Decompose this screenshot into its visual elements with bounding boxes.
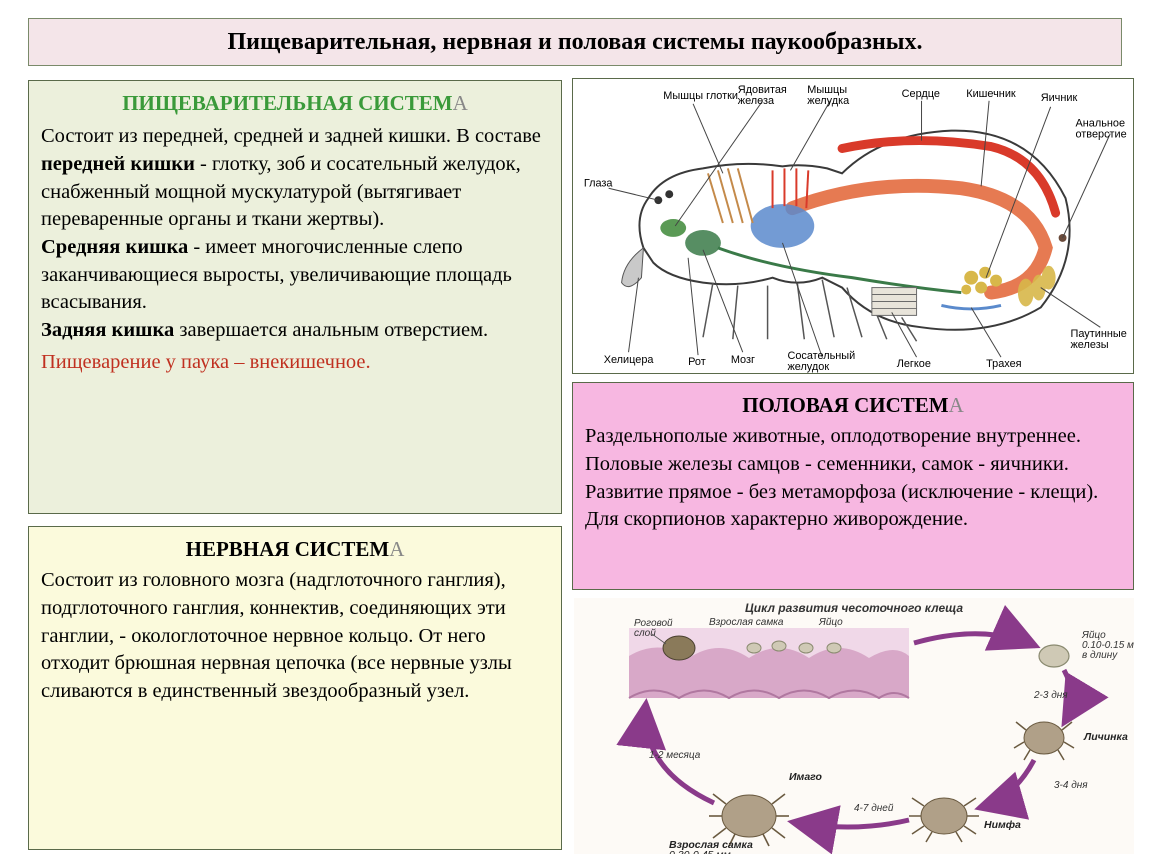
digestive-p2a: Средняя кишка <box>41 236 188 258</box>
digestive-heading-main: ПИЩЕВАРИТЕЛЬНАЯ СИСТЕМ <box>122 91 452 115</box>
label-adult-female: Взрослая самка <box>709 617 784 628</box>
label-intestine: Кишечник <box>966 88 1016 100</box>
repro-heading-main: ПОЛОВАЯ СИСТЕМ <box>742 393 948 417</box>
nymph-shape <box>909 798 979 842</box>
digestive-p3a: Задняя кишка <box>41 319 174 341</box>
label-egg-size: Яйцо0.10-0.15 ммв длину <box>1081 630 1134 661</box>
label-stomach-muscles: Мышцыжелудка <box>807 84 850 107</box>
poison-gland-shape <box>660 219 686 237</box>
label-silk: Паутинныежелезы <box>1071 328 1127 351</box>
title-text: Пищеварительная, нервная и половая систе… <box>227 29 922 56</box>
label-pharynx-muscles: Мышцы глотки <box>663 90 738 102</box>
digestive-heading-tail: А <box>453 91 468 115</box>
label-anus: Анальноеотверстие <box>1075 118 1126 141</box>
label-mouth: Рот <box>688 356 706 368</box>
anatomy-diagram: Глаза Мышцы глотки Ядовитаяжелеза Мышцыж… <box>572 78 1134 374</box>
larva-shape <box>1014 722 1074 760</box>
nervous-heading-tail: А <box>389 537 404 561</box>
stomach-shape <box>751 204 815 248</box>
label-sucking: Сосательныйжелудок <box>787 350 855 373</box>
digestive-heading: ПИЩЕВАРИТЕЛЬНАЯ СИСТЕМА <box>41 89 549 117</box>
heart-vessel <box>842 141 1056 214</box>
digestive-p3b: завершается анальным отверстием. <box>174 319 488 341</box>
digestive-p3: Задняя кишка завершается анальным отверс… <box>41 317 549 345</box>
trachea-shape <box>941 305 1001 308</box>
dur-2: 3-4 дня <box>1054 780 1088 791</box>
label-ovary: Яичник <box>1041 92 1078 104</box>
chelicera-shape <box>622 248 644 287</box>
repro-box: ПОЛОВАЯ СИСТЕМА Раздельнополые животные,… <box>572 382 1134 590</box>
repro-heading: ПОЛОВАЯ СИСТЕМА <box>585 391 1121 419</box>
label-nymph: Нимфа <box>984 819 1021 831</box>
label-egg-top: Яйцо <box>818 617 843 628</box>
intestine-shape <box>792 186 1045 293</box>
label-imago: Имаго <box>789 771 823 783</box>
pharynx-muscles-shape <box>708 168 753 223</box>
label-lung: Легкое <box>897 358 931 370</box>
lifecycle-title: Цикл развития чесоточного клеща <box>745 601 963 615</box>
nervous-heading-main: НЕРВНАЯ СИСТЕМ <box>186 537 390 561</box>
digestive-p1a: Состоит из передней, средней и задней ки… <box>41 125 541 147</box>
eye-shape <box>654 196 662 204</box>
label-brain: Мозг <box>731 354 755 366</box>
skin-section <box>629 628 909 698</box>
digestive-p2: Средняя кишка - имеет многочисленные сле… <box>41 234 549 317</box>
egg-shape <box>1039 645 1069 667</box>
brain-shape <box>685 230 721 256</box>
repro-heading-tail: А <box>949 393 964 417</box>
label-larva: Личинка <box>1083 731 1128 743</box>
nervous-text: Состоит из головного мозга (надглоточног… <box>41 567 549 705</box>
label-poison: Ядовитаяжелеза <box>738 84 787 107</box>
label-trachea: Трахея <box>986 358 1022 370</box>
lung-shape <box>872 288 917 316</box>
adult-size: Взрослая самка0.30-0.45 ммв длину <box>669 839 753 854</box>
dur-4: 1-2 месяца <box>649 750 701 761</box>
main-title: Пищеварительная, нервная и половая систе… <box>28 18 1122 66</box>
digestive-box: ПИЩЕВАРИТЕЛЬНАЯ СИСТЕМА Состоит из перед… <box>28 80 562 514</box>
digestive-p1: Состоит из передней, средней и задней ки… <box>41 123 549 234</box>
nervous-box: НЕРВНАЯ СИСТЕМА Состоит из головного моз… <box>28 526 562 850</box>
nervous-heading: НЕРВНАЯ СИСТЕМА <box>41 535 549 563</box>
digestive-p1b: передней кишки <box>41 153 195 175</box>
label-heart: Сердце <box>902 88 940 100</box>
label-eyes: Глаза <box>584 177 614 189</box>
repro-text: Раздельнополые животные, оплодотворение … <box>585 423 1121 534</box>
dur-1: 2-3 дня <box>1033 690 1068 701</box>
eye-shape2 <box>665 190 673 198</box>
digestive-red: Пищеварение у паука – внекишечное. <box>41 349 549 377</box>
dur-3: 4-7 дней <box>854 803 894 814</box>
lifecycle-diagram: Цикл развития чесоточного клеща Роговойс… <box>574 598 1134 854</box>
label-chelicera: Хелицера <box>604 354 655 366</box>
